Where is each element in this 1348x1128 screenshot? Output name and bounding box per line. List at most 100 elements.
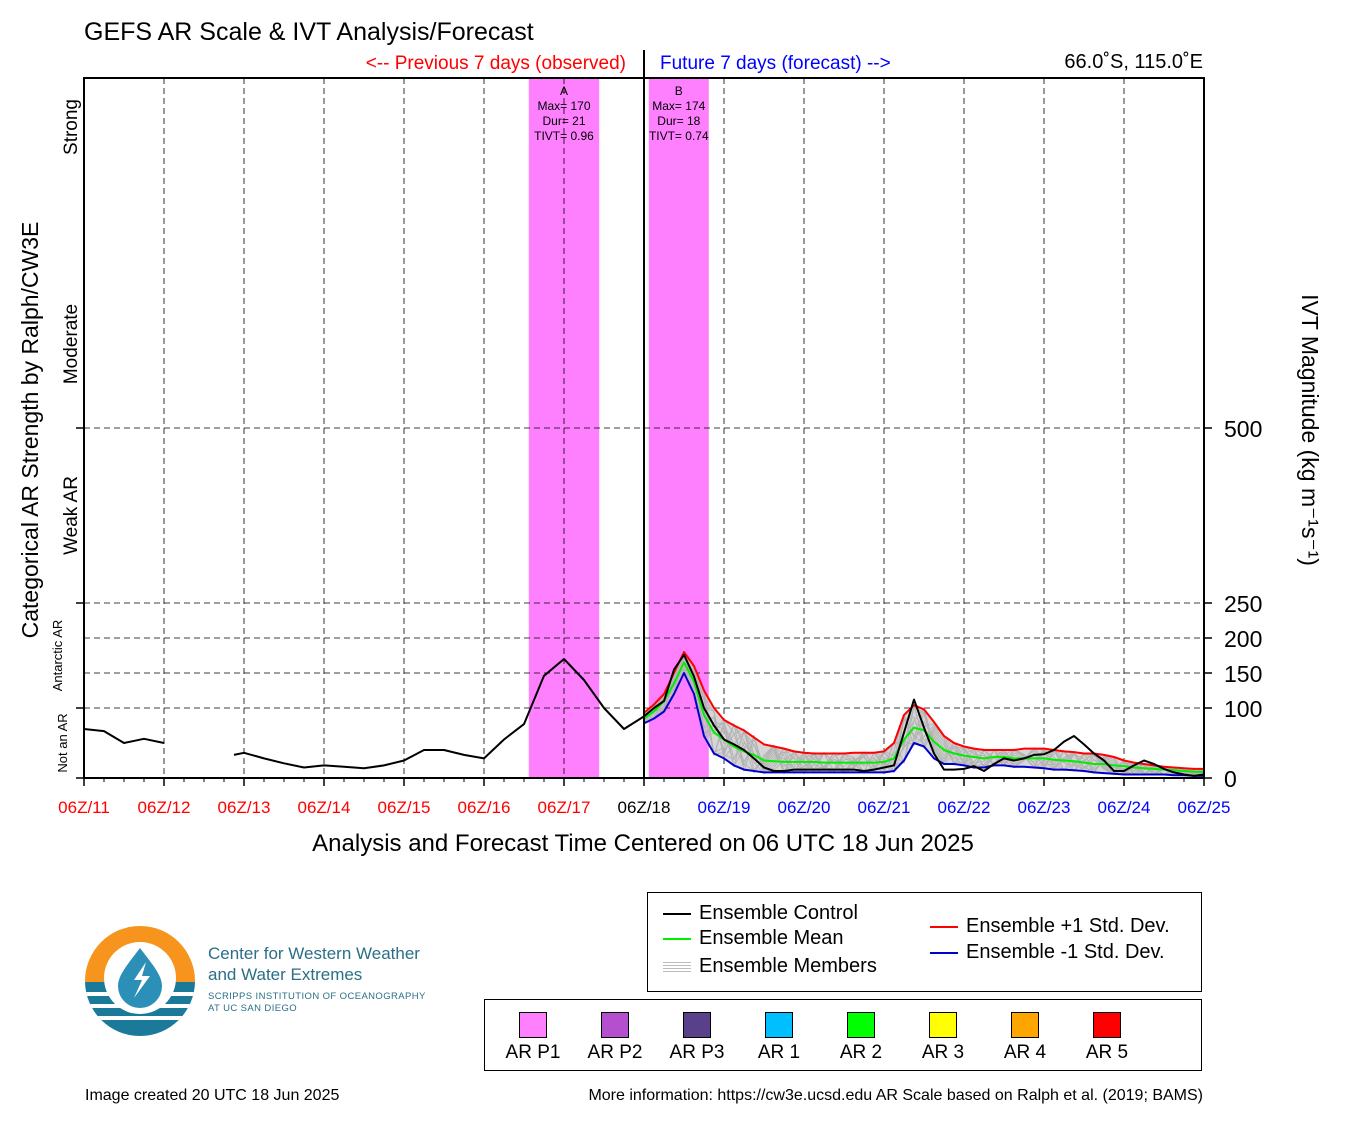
legend-minus-line (930, 951, 958, 954)
ar-event-label-a-1: Max= 170 (537, 99, 590, 113)
logo-line-1: Center for Western Weather (208, 944, 420, 963)
category-legend-label: AR P1 (505, 1042, 561, 1063)
ar-event-label-a-0: A (560, 84, 568, 98)
series-ensemble-1-std-dev- (643, 651, 1204, 770)
logo-line-2: and Water Extremes (208, 965, 363, 984)
ar-event-label-a-3: TIVT= 0.96 (534, 129, 594, 143)
chart-title: GEFS AR Scale & IVT Analysis/Forecast (84, 18, 534, 46)
category-legend-label: AR 5 (1085, 1042, 1129, 1063)
legend-members-label: Ensemble Members (699, 955, 877, 977)
category-legend-item: AR P1 (493, 1012, 573, 1064)
y-tick-label: 150 (1224, 661, 1262, 687)
legend-control-label: Ensemble Control (699, 902, 858, 924)
category-legend-label: AR 3 (921, 1042, 965, 1063)
x-tick-label: 06Z/18 (618, 798, 671, 817)
cw3e-logo (85, 926, 195, 1036)
category-swatch (601, 1012, 629, 1038)
x-tick-label: 06Z/14 (298, 798, 351, 817)
logo-subtitle: SCRIPPS INSTITUTION OF OCEANOGRAPHY AT U… (208, 991, 426, 1015)
logo-line-3: SCRIPPS INSTITUTION OF OCEANOGRAPHY (208, 991, 426, 1002)
left-axis-label: Categorical AR Strength by Ralph/CW3E (17, 222, 43, 639)
x-tick-label: 06Z/22 (938, 798, 991, 817)
logo-line-4: AT UC SAN DIEGO (208, 1003, 298, 1014)
category-legend-item: AR P3 (657, 1012, 737, 1064)
category-swatch (519, 1012, 547, 1038)
category-legend-label: AR 1 (757, 1042, 801, 1063)
category-legend-label: AR P3 (669, 1042, 725, 1063)
series-ensemble-mean (643, 661, 1204, 773)
category-swatch (765, 1012, 793, 1038)
right-axis-label: IVT Magnitude (kg m⁻¹s⁻¹) (1297, 294, 1323, 566)
category-label: Antarctic AR (50, 620, 65, 692)
category-legend: AR P1 AR P2 AR P3 AR 1 AR 2 AR 3 AR 4 AR 5 (484, 999, 1202, 1071)
ensemble-member-line (643, 655, 1205, 777)
y-tick-label: 500 (1224, 416, 1262, 442)
x-tick-label: 06Z/23 (1018, 798, 1071, 817)
future-days-label: Future 7 days (forecast) --> (660, 53, 891, 74)
y-tick-label: 100 (1224, 696, 1262, 722)
legend-plus-line (930, 925, 958, 928)
series-ensemble-control (233, 658, 645, 770)
x-tick-label: 06Z/24 (1098, 798, 1151, 817)
x-tick-label: 06Z/15 (378, 798, 431, 817)
legend-minus-std: Ensemble -1 Std. Dev. (930, 941, 1165, 964)
x-tick-label: 06Z/20 (778, 798, 831, 817)
series-legend: Ensemble Control Ensemble Mean Ensemble … (647, 892, 1202, 992)
footer-created: Image created 20 UTC 18 Jun 2025 (85, 1087, 340, 1104)
x-tick-label: 06Z/12 (138, 798, 191, 817)
legend-control: Ensemble Control (663, 902, 858, 925)
category-legend-item: AR 5 (1067, 1012, 1147, 1064)
ar-event-label-b-0: B (675, 84, 683, 98)
legend-plus-label: Ensemble +1 Std. Dev. (966, 915, 1170, 937)
previous-days-label: <-- Previous 7 days (observed) (366, 53, 626, 74)
category-legend-label: AR 4 (1003, 1042, 1047, 1063)
category-label: Weak AR (61, 476, 82, 555)
category-legend-item: AR 1 (739, 1012, 819, 1064)
series-ensemble-control (83, 728, 165, 744)
logo-title: Center for Western Weather and Water Ext… (208, 943, 420, 985)
category-label: Not an AR (55, 713, 70, 772)
y-tick-label: 250 (1224, 591, 1262, 617)
category-swatch (683, 1012, 711, 1038)
ar-event-label-b-2: Dur= 18 (657, 114, 700, 128)
y-tick-label: 0 (1224, 766, 1237, 792)
series-ensemble-1-std-dev- (643, 672, 1204, 777)
series-ensemble-control (643, 653, 1205, 777)
ensemble-member-line (643, 652, 1205, 776)
x-tick-label: 06Z/16 (458, 798, 511, 817)
ensemble-member-line (643, 663, 1205, 777)
category-swatch (1011, 1012, 1039, 1038)
legend-control-line (663, 912, 691, 915)
category-legend-item: AR P2 (575, 1012, 655, 1064)
location-label: 66.0˚S, 115.0˚E (1064, 51, 1203, 73)
legend-mean: Ensemble Mean (663, 927, 844, 950)
category-swatch (929, 1012, 957, 1038)
category-legend-item: AR 4 (985, 1012, 1065, 1064)
ar-event-label-a-2: Dur= 21 (542, 114, 585, 128)
legend-mean-line (663, 937, 691, 940)
category-legend-label: AR 2 (839, 1042, 883, 1063)
category-legend-item: AR 3 (903, 1012, 983, 1064)
category-swatch (847, 1012, 875, 1038)
category-swatch (1093, 1012, 1121, 1038)
x-tick-label: 06Z/25 (1178, 798, 1231, 817)
x-tick-label: 06Z/17 (538, 798, 591, 817)
category-label: Strong (61, 99, 82, 155)
ar-event-label-b-1: Max= 174 (652, 99, 705, 113)
category-label: Moderate (61, 304, 82, 384)
category-legend-label: AR P2 (587, 1042, 643, 1063)
legend-members: Ensemble Members (663, 955, 877, 978)
footer-more-info: More information: https://cw3e.ucsd.edu … (588, 1087, 1203, 1104)
y-tick-label: 200 (1224, 626, 1262, 652)
legend-plus-std: Ensemble +1 Std. Dev. (930, 915, 1170, 938)
legend-members-lines (663, 959, 691, 974)
ar-event-label-b-3: TIVT= 0.74 (649, 129, 709, 143)
x-axis-label: Analysis and Forecast Time Centered on 0… (312, 830, 974, 857)
category-legend-item: AR 2 (821, 1012, 901, 1064)
x-tick-label: 06Z/19 (698, 798, 751, 817)
x-tick-label: 06Z/21 (858, 798, 911, 817)
legend-minus-label: Ensemble -1 Std. Dev. (966, 941, 1165, 963)
legend-mean-label: Ensemble Mean (699, 927, 844, 949)
x-tick-label: 06Z/13 (218, 798, 271, 817)
